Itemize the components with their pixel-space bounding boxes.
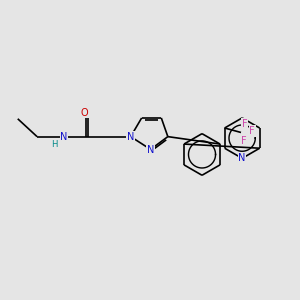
Text: N: N <box>60 132 68 142</box>
Text: F: F <box>241 136 246 146</box>
Text: N: N <box>127 132 134 142</box>
Text: H: H <box>51 140 58 149</box>
Text: O: O <box>81 108 88 118</box>
Text: F: F <box>242 118 247 128</box>
Text: F: F <box>250 126 255 136</box>
Text: N: N <box>238 153 246 163</box>
Text: N: N <box>147 145 154 155</box>
